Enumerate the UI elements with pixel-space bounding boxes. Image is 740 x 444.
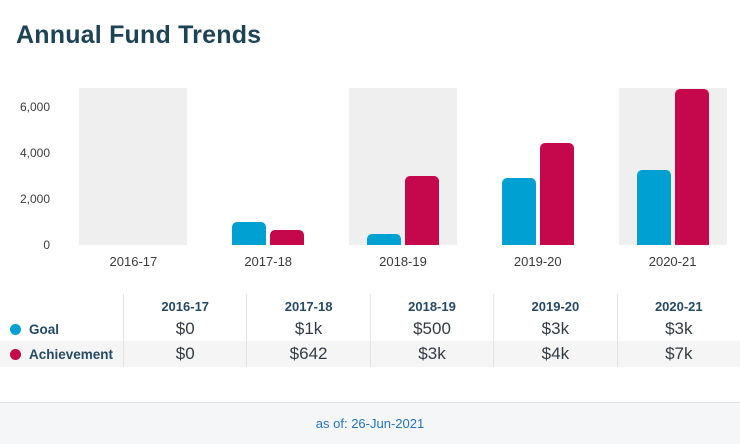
- x-axis-tick-label: 2017-18: [244, 254, 293, 269]
- bar-goal-2019-20: [501, 178, 536, 245]
- bar-goal-2017-18: [232, 222, 267, 245]
- table-col-header: 2017-18: [246, 294, 369, 317]
- y-axis-tick-label: 4,000: [19, 146, 50, 161]
- y-axis-tick-label: 6,000: [19, 100, 50, 115]
- achievement-value-cell: $0: [123, 341, 247, 367]
- achievement-value-cell: $7k: [616, 341, 740, 367]
- chart-column-2018-19: [336, 88, 471, 245]
- y-axis-tick-label: 0: [43, 238, 50, 252]
- legend-item-achievement: Achievement: [0, 341, 123, 367]
- bar-achievement-2018-19: [404, 176, 439, 245]
- x-axis-tick-label: 2019-20: [513, 254, 562, 269]
- table-col-header: 2019-20: [493, 294, 616, 317]
- as-of-text: as of: 26-Jun-2021: [315, 416, 425, 431]
- bar-group: [336, 176, 471, 245]
- goal-value-cell: $3k: [493, 317, 616, 341]
- goal-legend-dot-icon: [10, 323, 21, 335]
- achievement-value-cell: $3k: [369, 341, 494, 367]
- bar-chart: 0 2,000 4,000 6,000 2016-17 2017-18 2018-19 20…: [0, 88, 740, 269]
- goal-value-cell: $500: [369, 317, 493, 341]
- x-axis-tick-label: 2018-19: [379, 254, 427, 269]
- table-col-header: 2016-17: [123, 294, 246, 317]
- background-band: [79, 88, 188, 245]
- bar-achievement-2019-20: [539, 143, 574, 245]
- data-table: 2016-17 2017-18 2018-19 2019-20 2020-21 …: [0, 294, 740, 367]
- bar-group: [605, 89, 740, 245]
- achievement-value-cell: $4k: [493, 341, 617, 367]
- bar-group: [201, 222, 336, 245]
- x-axis: 2016-17 2017-18 2018-19 2019-20 2020-21: [66, 254, 740, 269]
- goal-row-label: Goal: [29, 321, 60, 337]
- goal-value-cell: $1k: [246, 317, 369, 341]
- page-title: Annual Fund Trends: [16, 21, 262, 49]
- goal-value-cell: $3k: [616, 317, 740, 341]
- chart-column-2017-18: [201, 88, 336, 245]
- chart-column-2019-20: [470, 88, 605, 245]
- x-axis-tick-label: 2016-17: [109, 254, 158, 269]
- bar-achievement-2020-21: [674, 89, 709, 245]
- bar-achievement-2017-18: [270, 230, 305, 245]
- legend-item-goal: Goal: [0, 317, 123, 341]
- achievement-legend-dot-icon: [10, 348, 21, 360]
- goal-value-cell: $0: [123, 317, 246, 341]
- achievement-row-label: Achievement: [29, 346, 114, 362]
- chart-column-2020-21: [605, 88, 740, 245]
- y-axis-tick-label: 2,000: [19, 192, 50, 207]
- chart-column-2016-17: [66, 88, 201, 245]
- table-col-header: 2018-19: [369, 294, 493, 317]
- bar-goal-2020-21: [636, 170, 671, 245]
- plot-area: [66, 88, 740, 245]
- as-of-footer: as of: 26-Jun-2021: [0, 402, 740, 444]
- x-axis-tick-label: 2020-21: [648, 254, 697, 269]
- bar-goal-2018-19: [366, 234, 401, 245]
- table-col-header: 2020-21: [616, 294, 740, 317]
- y-axis: 0 2,000 4,000 6,000: [0, 88, 66, 252]
- bar-group: [470, 143, 605, 245]
- table-corner-cell: [0, 294, 123, 317]
- achievement-value-cell: $642: [246, 341, 370, 367]
